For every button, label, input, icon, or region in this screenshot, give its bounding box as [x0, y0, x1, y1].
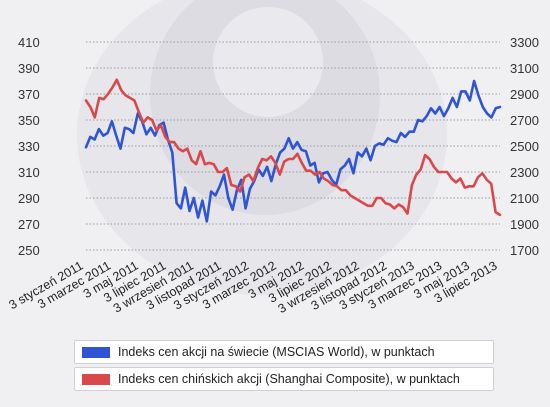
legend-item-china: Indeks cen chińskich akcji (Shanghai Com…: [74, 367, 494, 391]
y-tick-left: 390: [18, 61, 40, 76]
series-lines: [84, 78, 502, 223]
series-line-china: [84, 78, 502, 217]
y-tick-right: 1900: [510, 217, 539, 232]
watermark: [77, 0, 447, 295]
y-tick-left: 250: [18, 243, 40, 258]
y-tick-left: 290: [18, 191, 40, 206]
legend-swatch-china: [82, 374, 110, 385]
legend-swatch-world: [82, 347, 110, 358]
y-tick-left: 310: [18, 165, 40, 180]
y-tick-left: 350: [18, 113, 40, 128]
y-tick-right: 1700: [510, 243, 539, 258]
legend-label-china: Indeks cen chińskich akcji (Shanghai Com…: [118, 372, 460, 386]
legend-item-world: Indeks cen akcji na świecie (MSCIAS Worl…: [74, 340, 494, 364]
y-tick-left: 410: [18, 35, 40, 50]
y-axis-left: 250 270 290 310 330 350 370 390 410: [18, 35, 40, 258]
legend-label-world: Indeks cen akcji na świecie (MSCIAS Worl…: [118, 345, 435, 359]
y-tick-left: 370: [18, 87, 40, 102]
series-line-world: [84, 79, 502, 223]
y-tick-right: 2300: [510, 165, 539, 180]
y-tick-right: 3300: [510, 35, 539, 50]
y-tick-right: 2500: [510, 139, 539, 154]
y-tick-left: 270: [18, 217, 40, 232]
y-tick-right: 3100: [510, 61, 539, 76]
y-axis-right: 1700 1900 2100 2300 2500 2700 2900 3100 3300: [510, 35, 539, 258]
y-tick-right: 2700: [510, 113, 539, 128]
y-tick-left: 330: [18, 139, 40, 154]
y-tick-right: 2900: [510, 87, 539, 102]
y-tick-right: 2100: [510, 191, 539, 206]
